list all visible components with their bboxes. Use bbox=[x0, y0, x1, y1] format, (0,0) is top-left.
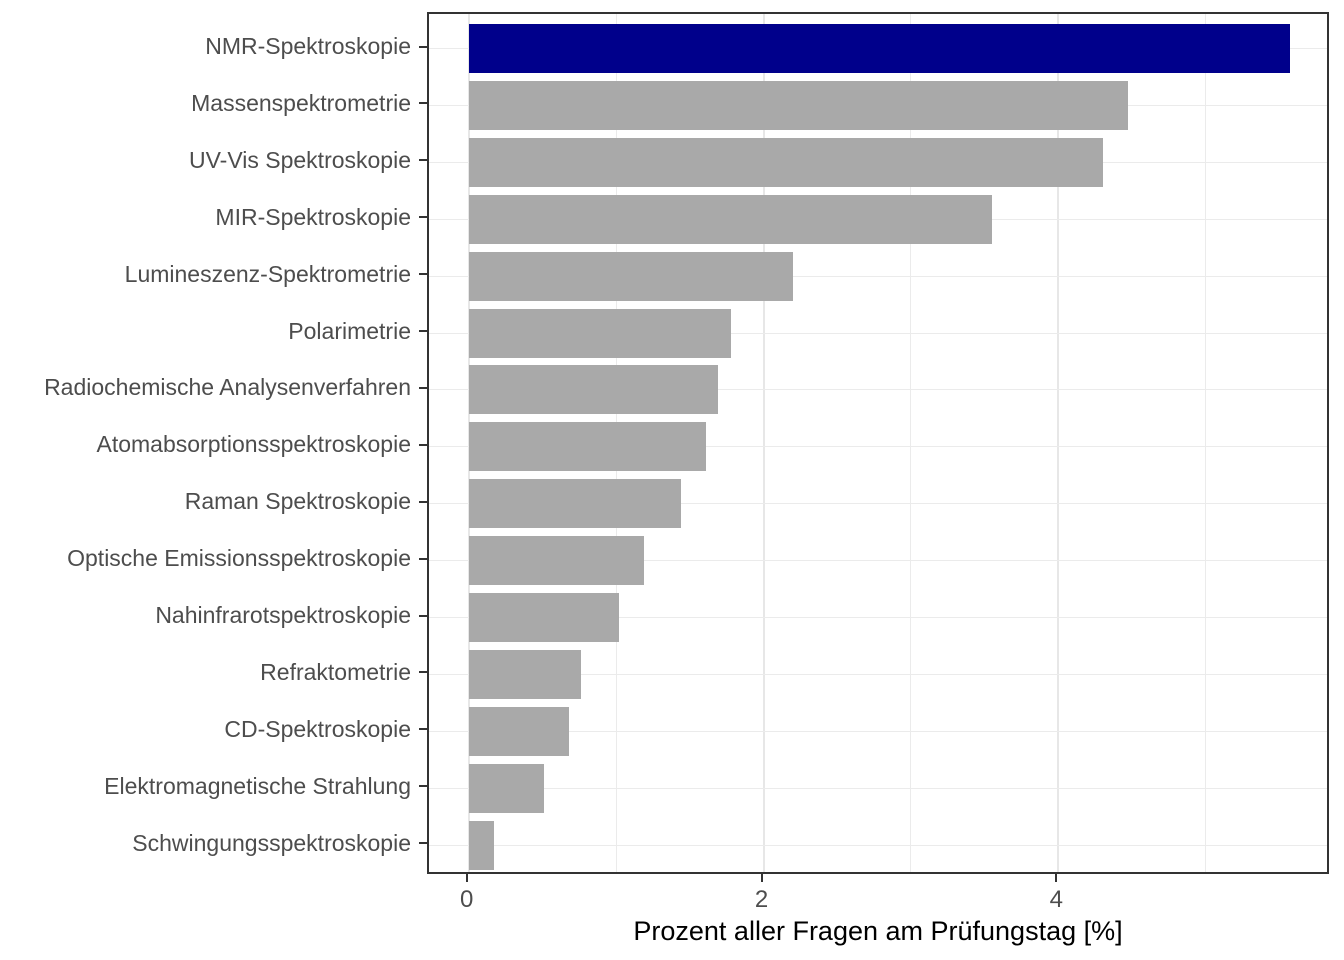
y-axis-label: Optische Emissionsspektroskopie bbox=[67, 545, 411, 572]
bar-4 bbox=[468, 251, 793, 301]
y-gridline bbox=[429, 275, 1327, 277]
bar-12 bbox=[468, 706, 569, 756]
x-axis-tick bbox=[760, 874, 763, 882]
x-axis-tick bbox=[1055, 874, 1058, 882]
bar-1 bbox=[468, 80, 1128, 130]
bar-7 bbox=[468, 422, 706, 472]
y-axis-label: Elektromagnetische Strahlung bbox=[104, 772, 411, 799]
y-axis-tick bbox=[419, 386, 427, 389]
y-gridline bbox=[429, 560, 1327, 562]
y-axis-label: MIR-Spektroskopie bbox=[215, 203, 411, 230]
y-axis-label: Refraktometrie bbox=[260, 658, 411, 685]
bar-13 bbox=[468, 763, 544, 813]
y-gridline bbox=[429, 787, 1327, 789]
y-axis-label: UV-Vis Spektroskopie bbox=[188, 146, 411, 173]
y-axis-label: Radiochemische Analysenverfahren bbox=[44, 374, 411, 401]
y-axis-tick bbox=[419, 273, 427, 276]
bar-14 bbox=[468, 820, 494, 870]
y-axis-tick bbox=[419, 159, 427, 162]
y-gridline bbox=[429, 617, 1327, 618]
y-gridline bbox=[429, 844, 1327, 846]
bar-11 bbox=[468, 649, 581, 699]
y-gridline bbox=[429, 673, 1327, 675]
y-axis-tick bbox=[419, 330, 427, 332]
y-axis-label: CD-Spektroskopie bbox=[224, 715, 411, 742]
y-axis-label: Polarimetrie bbox=[288, 317, 411, 344]
y-axis-label: Nahinfrarotspektroskopie bbox=[155, 602, 411, 628]
y-gridline bbox=[429, 332, 1327, 334]
x-gridline-3 bbox=[910, 14, 912, 872]
y-gridline bbox=[429, 446, 1327, 448]
plot-panel bbox=[427, 12, 1329, 874]
x-axis-tick-label: 2 bbox=[754, 886, 769, 913]
bar-10 bbox=[468, 593, 620, 642]
x-axis-tick bbox=[465, 874, 468, 882]
x-axis-title: Prozent aller Fragen am Prüfungstag [%] bbox=[633, 916, 1123, 946]
y-axis-tick bbox=[419, 728, 427, 731]
x-axis-tick-label: 4 bbox=[1049, 886, 1063, 913]
bar-8 bbox=[468, 479, 681, 529]
y-axis-tick bbox=[419, 216, 427, 219]
y-gridline bbox=[429, 389, 1327, 391]
y-axis-labels: NMR-Spektroskopie Massenspektrometrie UV-V… bbox=[0, 12, 411, 874]
bar-9 bbox=[468, 536, 645, 586]
y-axis-label: Atomabsorptionsspektroskopie bbox=[96, 431, 412, 458]
y-axis-tick bbox=[419, 45, 427, 48]
y-gridline bbox=[429, 503, 1327, 505]
y-axis-label: Schwingungsspektroskopie bbox=[132, 829, 411, 856]
bar-0 bbox=[468, 24, 1290, 73]
bar-3 bbox=[468, 194, 992, 244]
y-axis-label: Lumineszenz-Spektrometrie bbox=[124, 260, 411, 287]
y-axis-tick bbox=[419, 614, 427, 617]
y-axis-tick bbox=[419, 102, 427, 105]
y-axis-tick bbox=[419, 557, 427, 560]
x-gridline-5 bbox=[1205, 14, 1207, 872]
y-gridline bbox=[429, 730, 1327, 732]
bar-5 bbox=[468, 308, 732, 358]
y-axis-tick bbox=[419, 785, 427, 788]
y-axis-label: NMR-Spektroskopie bbox=[205, 33, 411, 59]
bar-6 bbox=[468, 365, 718, 415]
y-axis-tick bbox=[419, 671, 427, 674]
y-axis-tick bbox=[419, 842, 427, 845]
x-gridline-4 bbox=[1057, 14, 1060, 872]
y-axis-label: Raman Spektroskopie bbox=[184, 488, 411, 515]
y-axis-tick bbox=[419, 443, 427, 446]
x-gridline-2 bbox=[762, 14, 765, 872]
x-axis-tick-label: 0 bbox=[460, 886, 474, 913]
y-axis-tick bbox=[419, 500, 427, 503]
y-axis-label: Massenspektrometrie bbox=[191, 89, 411, 116]
bar-2 bbox=[468, 137, 1103, 187]
